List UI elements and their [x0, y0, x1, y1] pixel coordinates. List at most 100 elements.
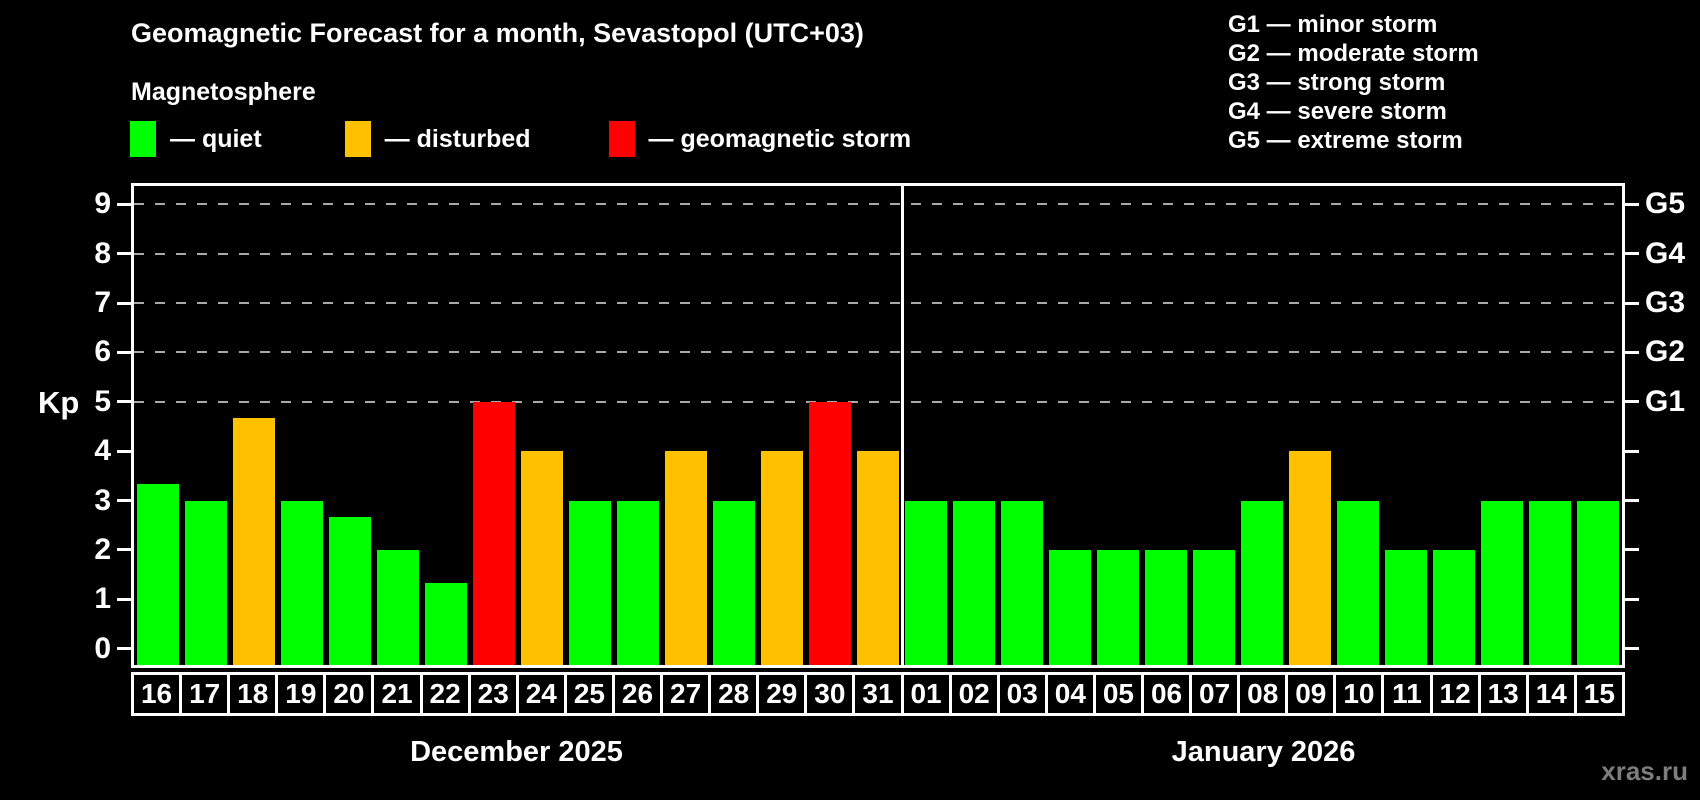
right-tick-kp3 [1625, 499, 1639, 503]
kp-tick-label-1: 1 [94, 582, 111, 616]
kp-bar-04 [1049, 549, 1091, 665]
right-tick-kp0 [1625, 647, 1639, 651]
gridline-kp6 [134, 351, 1622, 354]
right-tick-kp2 [1625, 548, 1639, 552]
day-label-19: 19 [275, 672, 327, 716]
day-label-25: 25 [563, 672, 615, 716]
kp-bar-28 [713, 500, 755, 665]
kp-bar-26 [617, 500, 659, 665]
left-tick-kp7 [117, 301, 131, 305]
day-label-24: 24 [515, 672, 567, 716]
gridline-kp7 [134, 302, 1622, 305]
kp-bar-11 [1385, 549, 1427, 665]
kp-bar-chart-plot-area [131, 183, 1625, 668]
gridline-kp9 [134, 203, 1622, 206]
day-label-01: 01 [900, 672, 952, 716]
kp-bar-24 [521, 451, 563, 665]
day-label-06: 06 [1140, 672, 1193, 716]
left-tick-kp3 [117, 499, 131, 503]
day-label-28: 28 [708, 672, 760, 716]
g-scale-line-g2: G2 — moderate storm [1228, 40, 1479, 67]
kp-bar-30 [809, 401, 851, 665]
right-tick-kp6 [1625, 350, 1639, 354]
kp-bar-23 [473, 401, 515, 665]
day-label-30: 30 [804, 672, 856, 716]
kp-bar-07 [1193, 549, 1235, 665]
left-tick-kp9 [117, 202, 131, 206]
kp-tick-label-4: 4 [94, 434, 111, 468]
g-axis-label-g2: G2 [1645, 335, 1686, 369]
kp-bar-05 [1097, 549, 1139, 665]
kp-tick-label-9: 9 [94, 187, 111, 221]
kp-bar-01 [905, 500, 947, 665]
kp-bar-08 [1241, 500, 1283, 665]
legend-label-storm: — geomagnetic storm [648, 124, 912, 153]
kp-bar-14 [1529, 500, 1571, 665]
quiet-color-swatch [130, 121, 156, 157]
kp-bar-03 [1001, 500, 1043, 665]
g-scale-line-g1: G1 — minor storm [1228, 11, 1438, 38]
kp-bar-22 [425, 583, 467, 665]
day-label-05: 05 [1092, 672, 1144, 716]
left-tick-kp2 [117, 548, 131, 552]
day-label-14: 14 [1525, 672, 1577, 716]
day-label-12: 12 [1429, 672, 1481, 716]
kp-tick-label-6: 6 [94, 335, 111, 369]
month-divider-line [900, 186, 904, 665]
kp-bar-09 [1289, 451, 1331, 665]
storm-color-swatch [608, 121, 635, 157]
kp-bar-16 [137, 484, 179, 665]
day-label-09: 09 [1285, 672, 1337, 716]
kp-tick-label-8: 8 [94, 236, 111, 270]
g-axis-label-g5: G5 [1645, 187, 1686, 221]
right-tick-kp7 [1625, 301, 1639, 305]
gridline-kp5 [134, 400, 1622, 403]
right-tick-kp5 [1625, 400, 1639, 404]
day-label-15: 15 [1573, 672, 1625, 716]
day-label-20: 20 [323, 672, 375, 716]
left-tick-kp5 [117, 400, 131, 404]
g-axis-label-g3: G3 [1645, 286, 1686, 320]
kp-tick-label-7: 7 [94, 286, 111, 320]
g-scale-legend: G1 — minor storm G2 — moderate storm G3 … [1228, 10, 1479, 155]
g-scale-line-g5: G5 — extreme storm [1228, 127, 1463, 154]
day-label-18: 18 [227, 672, 279, 716]
color-legend: — quiet — disturbed — geomagnetic storm [130, 118, 911, 160]
page-title: Geomagnetic Forecast for a month, Sevast… [131, 18, 864, 48]
kp-bar-31 [857, 451, 899, 665]
day-label-11: 11 [1381, 672, 1433, 716]
day-label-21: 21 [371, 672, 423, 716]
kp-bar-20 [329, 516, 371, 665]
month-label-december: December 2025 [410, 736, 623, 768]
day-label-29: 29 [756, 672, 808, 716]
g-axis-label-g1: G1 [1645, 384, 1686, 418]
g-scale-line-g4: G4 — severe storm [1228, 98, 1447, 125]
day-label-27: 27 [660, 672, 712, 716]
legend-label-quiet: — quiet [170, 124, 262, 153]
kp-bar-25 [569, 500, 611, 665]
kp-bar-21 [377, 549, 419, 665]
legend-label-disturbed: — disturbed [384, 124, 531, 153]
left-tick-kp8 [117, 252, 131, 256]
kp-bar-18 [233, 418, 275, 665]
right-tick-kp9 [1625, 202, 1639, 206]
magnetosphere-subtitle: Magnetosphere [131, 78, 316, 106]
day-label-04: 04 [1044, 672, 1096, 716]
legend-item-storm: — geomagnetic storm [608, 121, 912, 157]
left-tick-kp6 [117, 350, 131, 354]
day-label-03: 03 [996, 672, 1048, 716]
kp-tick-label-3: 3 [94, 483, 111, 517]
xras-watermark: xras.ru [1601, 756, 1688, 786]
month-label-january: January 2026 [1171, 736, 1356, 768]
disturbed-color-swatch [344, 121, 371, 157]
left-tick-kp1 [117, 597, 131, 601]
kp-bar-29 [761, 451, 803, 665]
day-label-23: 23 [467, 672, 519, 716]
day-label-17: 17 [179, 672, 231, 716]
kp-bar-15 [1577, 500, 1619, 665]
left-tick-kp4 [117, 449, 131, 453]
day-axis-row: 16 17 18 19 20 21 22 23 24 25 26 27 28 29 30 31 01 02 03 04… [131, 672, 1625, 716]
g-scale-line-g3: G3 — strong storm [1228, 69, 1446, 96]
kp-bar-13 [1481, 500, 1523, 665]
